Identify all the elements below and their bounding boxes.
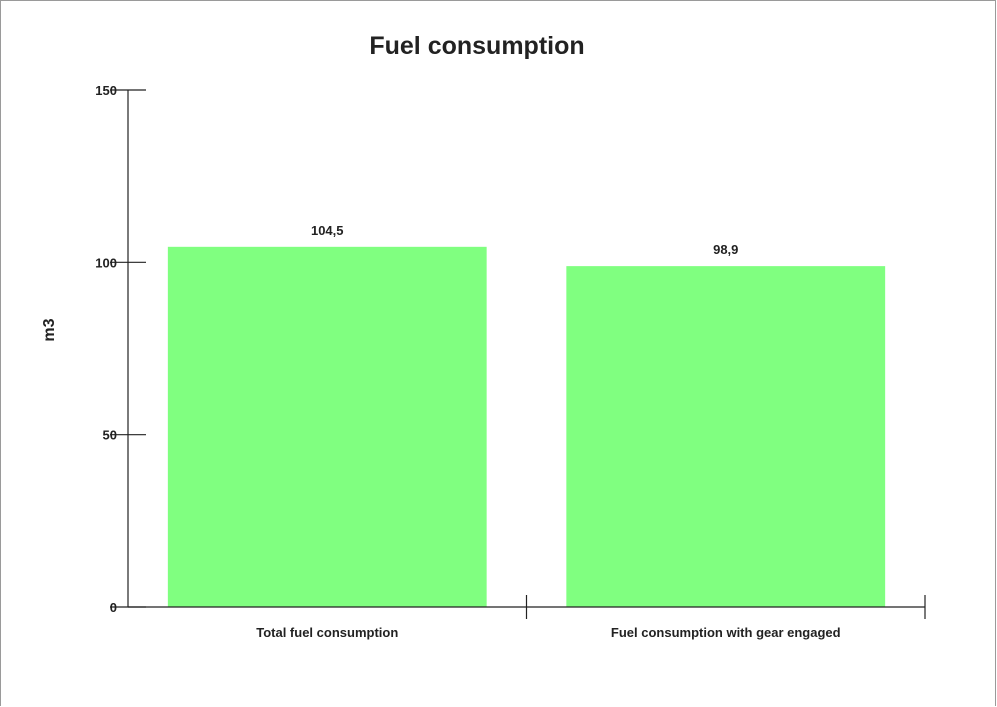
bar-value-label: 98,9 <box>713 242 738 257</box>
y-tick-label: 50 <box>103 428 117 443</box>
x-category-label: Fuel consumption with gear engaged <box>611 625 841 640</box>
y-tick-label: 0 <box>110 600 117 615</box>
y-tick-label: 150 <box>95 83 117 98</box>
bar <box>167 246 487 607</box>
chart-title: Fuel consumption <box>369 32 584 60</box>
y-axis-label: m3 <box>41 318 58 341</box>
bar <box>566 266 886 607</box>
bar-value-label: 104,5 <box>311 223 344 238</box>
x-category-label: Total fuel consumption <box>256 625 398 640</box>
y-tick-label: 100 <box>95 255 117 270</box>
